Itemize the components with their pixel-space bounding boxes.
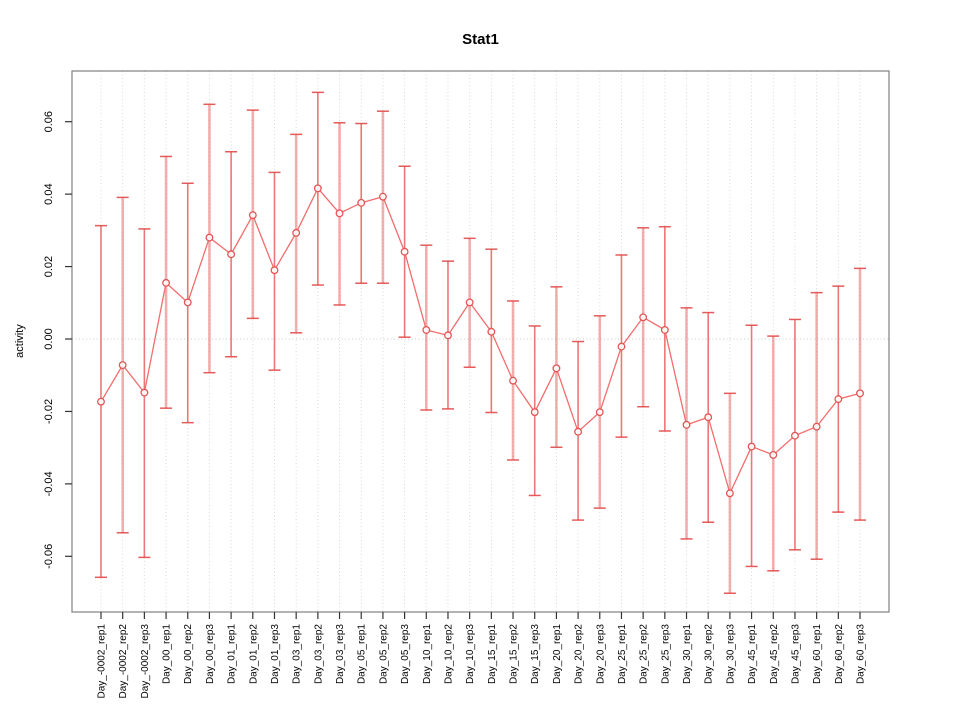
data-point: [205, 233, 214, 242]
data-point: [400, 247, 409, 256]
data-point: [487, 327, 496, 336]
x-tick-label: Day_30_rep2: [704, 624, 715, 684]
x-tick-label: Day_03_rep1: [292, 624, 303, 684]
x-tick-label: Day_20_rep1: [552, 624, 563, 684]
y-tick-label: -0.02: [43, 399, 55, 424]
data-point: [509, 376, 517, 385]
data-point: [617, 342, 626, 351]
data-point: [378, 192, 387, 201]
x-tick-label: Day_45_rep2: [769, 624, 780, 684]
x-tick-label: Day_15_rep3: [530, 624, 541, 684]
data-point: [227, 250, 236, 259]
data-point: [465, 298, 474, 307]
y-tick-label: -0.04: [43, 471, 55, 496]
x-tick-label: Day_60_rep3: [856, 624, 867, 684]
data-point: [313, 184, 322, 193]
data-point: [292, 228, 301, 237]
x-tick-label: Day_-0002_rep1: [97, 624, 108, 699]
x-tick-label: Day_00_rep1: [162, 624, 173, 684]
data-point: [574, 427, 583, 436]
data-point: [530, 408, 539, 417]
x-tick-label: Day_60_rep2: [834, 624, 845, 684]
data-point: [140, 388, 149, 397]
x-tick-label: Day_00_rep3: [205, 624, 216, 684]
x-tick-label: Day_05_rep3: [400, 624, 411, 684]
y-tick-label: 0.00: [43, 328, 55, 349]
y-tick-label: 0.04: [43, 183, 55, 204]
x-tick-label: Day_25_rep2: [639, 624, 650, 684]
x-tick-label: Day_03_rep3: [335, 624, 346, 684]
series-line: [100, 187, 861, 496]
data-point: [704, 413, 713, 422]
data-point: [183, 298, 192, 307]
x-tick-label: Day_25_rep1: [617, 624, 628, 684]
x-tick-label: Day_10_rep2: [443, 624, 454, 684]
x-tick-label: Day_10_rep3: [465, 624, 476, 684]
y-tick-label: 0.06: [43, 111, 55, 132]
x-tick-label: Day_20_rep3: [595, 624, 606, 684]
data-point: [118, 361, 127, 370]
x-tick-label: Day_01_rep3: [270, 624, 281, 684]
data-point: [422, 325, 431, 334]
data-point: [335, 209, 344, 218]
x-tick-label: Day_15_rep2: [509, 624, 520, 684]
data-point: [747, 442, 756, 451]
x-tick-label: Day_00_rep2: [183, 624, 194, 684]
data-point: [812, 422, 821, 431]
data-point: [97, 397, 105, 406]
y-tick-label: -0.06: [43, 544, 55, 569]
data-point: [248, 211, 257, 220]
x-tick-label: Day_25_rep3: [660, 624, 671, 684]
x-tick-label: Day_30_rep3: [725, 624, 736, 684]
x-tick-label: Day_20_rep2: [574, 624, 585, 684]
x-tick-label: Day_10_rep1: [422, 624, 433, 684]
data-point: [791, 431, 799, 440]
data-point: [856, 389, 864, 398]
x-tick-label: Day_30_rep1: [682, 624, 693, 684]
x-tick-label: Day_-0002_rep3: [140, 624, 151, 699]
data-point: [682, 420, 691, 429]
data-point: [769, 450, 778, 459]
x-tick-label: Day_-0002_rep2: [118, 624, 129, 699]
data-point: [552, 364, 561, 373]
data-point: [270, 266, 279, 275]
chart-title: Stat1: [462, 31, 499, 48]
x-tick-label: Day_05_rep1: [357, 624, 368, 684]
x-tick-label: Day_45_rep3: [790, 624, 801, 684]
data-point: [639, 313, 648, 322]
x-tick-label: Day_60_rep1: [812, 624, 823, 684]
data-point: [444, 331, 452, 340]
x-tick-label: Day_01_rep1: [227, 624, 238, 684]
data-point: [660, 325, 669, 334]
data-point: [162, 278, 171, 287]
y-tick-label: 0.02: [43, 256, 55, 277]
x-tick-label: Day_05_rep2: [378, 624, 389, 684]
x-tick-label: Day_45_rep1: [747, 624, 758, 684]
x-tick-label: Day_03_rep2: [313, 624, 324, 684]
x-tick-label: Day_15_rep1: [487, 624, 498, 684]
data-point: [725, 489, 734, 498]
data-point: [595, 408, 604, 417]
plot-border: [71, 70, 890, 613]
data-point: [834, 395, 843, 404]
data-point: [357, 198, 366, 207]
x-tick-label: Day_01_rep2: [248, 624, 259, 684]
y-axis-title: activity: [14, 324, 26, 358]
